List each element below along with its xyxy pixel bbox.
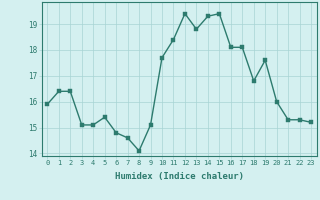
X-axis label: Humidex (Indice chaleur): Humidex (Indice chaleur) [115, 172, 244, 181]
